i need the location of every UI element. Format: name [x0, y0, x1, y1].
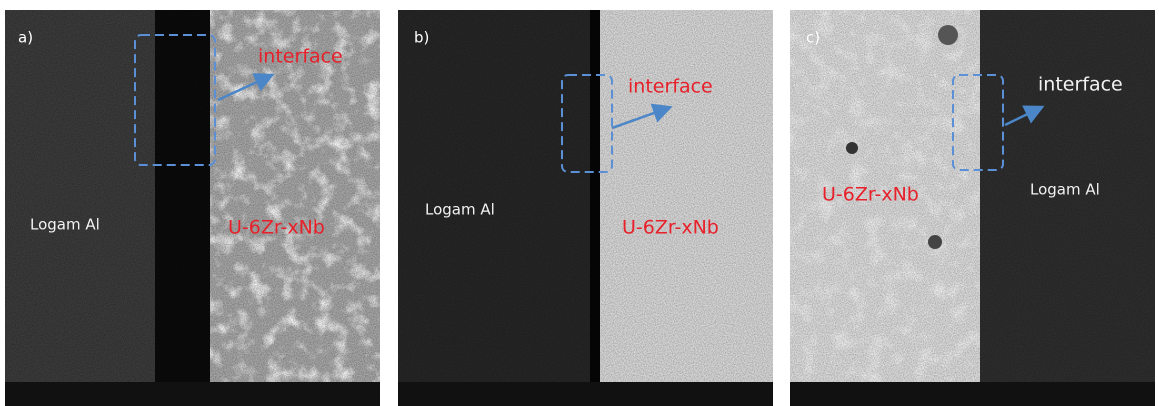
panel-label: b): [414, 29, 429, 47]
interface-label: interface: [628, 76, 713, 98]
texture: [398, 10, 773, 382]
region-label: Logam Al: [1030, 181, 1100, 199]
region-label: U-6Zr-xNb: [622, 217, 719, 239]
info-bar: [5, 382, 380, 406]
spot: [928, 235, 942, 249]
region-label: Logam Al: [425, 201, 495, 219]
panel-label: c): [806, 29, 820, 47]
spot: [938, 25, 958, 45]
panel-label: a): [18, 29, 33, 47]
region-label: U-6Zr-xNb: [822, 184, 919, 206]
region-label: U-6Zr-xNb: [228, 217, 325, 239]
panel-b: b) interface Logam Al U-6Zr-xNb: [398, 10, 773, 406]
panel-c: c) interface U-6Zr-xNb Logam Al: [790, 10, 1155, 406]
panel-a: a) interface Logam Al U-6Zr-xNb: [5, 10, 380, 406]
interface-label: interface: [1038, 74, 1123, 96]
interface-label: interface: [258, 46, 343, 68]
info-bar: [790, 382, 1155, 406]
info-bar: [398, 382, 773, 406]
spot: [846, 142, 858, 154]
figure: a) interface Logam Al U-6Zr-xNb b) inter…: [0, 0, 1159, 406]
region-label: Logam Al: [30, 216, 100, 234]
